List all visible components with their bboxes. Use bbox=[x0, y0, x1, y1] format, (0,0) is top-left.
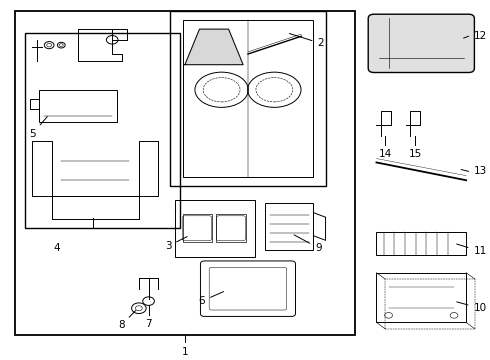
Bar bbox=[40, 90, 117, 122]
Text: 9: 9 bbox=[294, 235, 321, 253]
Text: 5: 5 bbox=[29, 117, 48, 139]
Text: 11: 11 bbox=[457, 244, 487, 256]
Polygon shape bbox=[185, 29, 243, 65]
Text: 14: 14 bbox=[379, 149, 392, 159]
Text: 6: 6 bbox=[198, 292, 223, 306]
Bar bbox=[376, 273, 466, 323]
Bar bbox=[376, 232, 466, 255]
Text: 2: 2 bbox=[290, 33, 324, 48]
Bar bbox=[15, 12, 355, 335]
Bar bbox=[25, 33, 180, 228]
Bar bbox=[182, 214, 212, 243]
Bar bbox=[217, 214, 245, 243]
Text: 3: 3 bbox=[165, 237, 187, 251]
Text: 4: 4 bbox=[53, 243, 60, 253]
Bar bbox=[175, 200, 255, 257]
Bar bbox=[182, 20, 314, 177]
Text: 10: 10 bbox=[457, 302, 487, 313]
Text: 7: 7 bbox=[145, 319, 152, 329]
Bar bbox=[171, 12, 325, 185]
FancyBboxPatch shape bbox=[368, 14, 474, 72]
Text: 12: 12 bbox=[473, 31, 487, 41]
Text: 13: 13 bbox=[473, 166, 487, 176]
Bar bbox=[385, 279, 475, 329]
Text: 8: 8 bbox=[119, 320, 125, 330]
Text: 15: 15 bbox=[409, 149, 422, 159]
Text: 1: 1 bbox=[182, 347, 188, 357]
Bar bbox=[265, 203, 314, 249]
